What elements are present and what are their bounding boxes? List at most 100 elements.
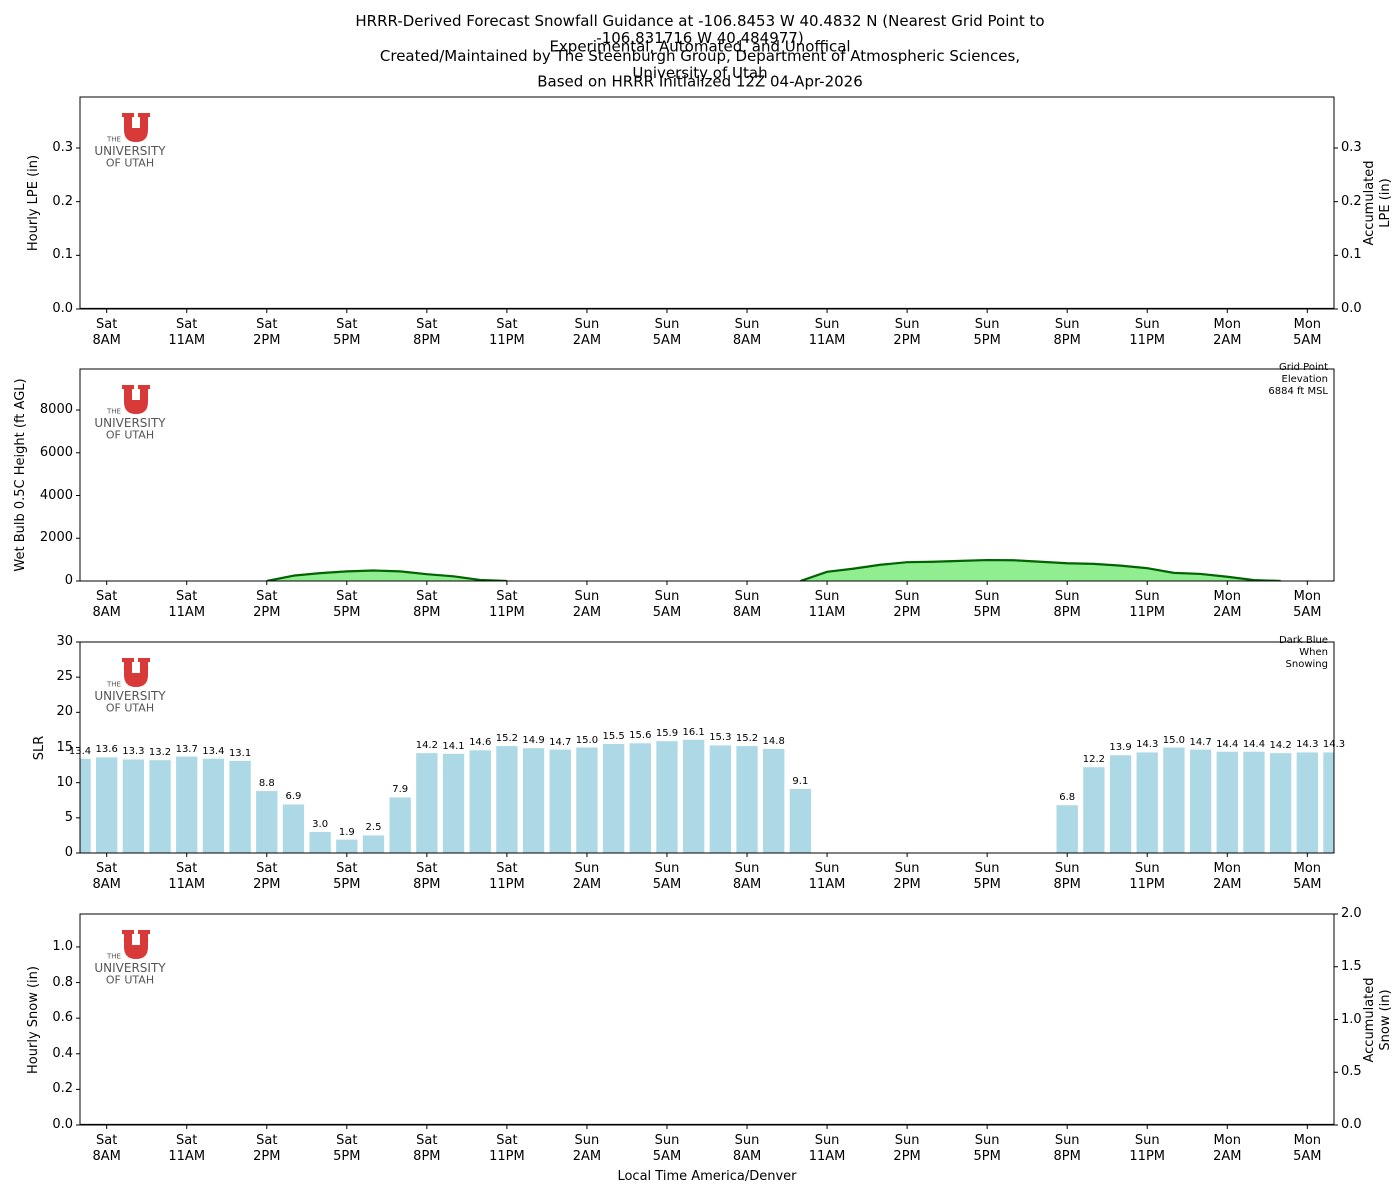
bar [1216, 751, 1238, 853]
bar [282, 804, 305, 853]
plot-frame [79, 96, 1335, 310]
x-tick-label: Mon 5AM [1293, 1133, 1322, 1164]
logo-text: OF UTAH [105, 701, 155, 715]
value-label: 13.4 [202, 745, 225, 757]
bar [1269, 753, 1292, 853]
logo-text: UNIVERSITY [94, 961, 166, 975]
bar [1296, 752, 1318, 853]
y-tick-label: 25 [56, 669, 73, 685]
y-tick-label: 0.8 [52, 974, 73, 990]
y-tick-label: 8000 [39, 402, 73, 418]
y2-tick-label: 1.0 [1341, 1011, 1362, 1027]
bar [229, 760, 251, 853]
x-tick-label: Sun 11AM [808, 1133, 846, 1164]
x-tick-label: Sun 8AM [732, 589, 762, 620]
y-tick-label: 2000 [39, 530, 73, 546]
figure-title: Experimental, Automated, and Unoffical [549, 37, 851, 56]
x-tick-label: Sun 11PM [1129, 589, 1166, 620]
bar [629, 743, 651, 853]
y-tick-label: 0.2 [52, 193, 73, 209]
y-tick-label: 30 [56, 634, 73, 649]
logo-text: OF UTAH [105, 156, 155, 170]
logo-text: UNIVERSITY [94, 416, 166, 430]
y-tick-label: 4000 [39, 487, 73, 503]
x-tick-label: Sat 8PM [413, 861, 441, 892]
x-tick-label: Sun 8PM [1053, 1133, 1081, 1164]
x-tick-label: Mon 5AM [1293, 317, 1322, 348]
y-tick-label: 0.0 [52, 1117, 73, 1132]
bar [202, 758, 225, 853]
y-tick-label: 10 [56, 774, 73, 790]
x-tick-label: Sun 11PM [1129, 317, 1166, 348]
figure-title: Created/Maintained by The Steenburgh Gro… [379, 46, 1021, 82]
x-tick-label: Sat 8AM [92, 317, 121, 348]
x-tick-label: Sun 8AM [732, 861, 762, 892]
x-tick-label: Sat 8PM [413, 317, 441, 348]
value-label: 15.2 [735, 733, 759, 745]
y2-tick-label: 0.0 [1341, 1117, 1362, 1132]
value-label: 14.2 [1269, 740, 1292, 752]
bar [763, 748, 785, 853]
x-tick-label: Mon 5AM [1293, 861, 1322, 892]
bar [656, 741, 678, 853]
y2-tick-label: 0.5 [1341, 1064, 1362, 1080]
bar [1189, 749, 1212, 853]
x-tick-label: Sat 11AM [168, 861, 206, 892]
x-tick-label: Sun 2PM [893, 1133, 921, 1164]
value-label: 9.1 [792, 775, 809, 787]
y-tick-label: 0.2 [52, 1081, 73, 1097]
x-tick-label: Mon 2AM [1213, 317, 1242, 348]
x-tick-label: Sun 11AM [808, 861, 846, 892]
bar [789, 788, 812, 853]
bar [149, 760, 171, 853]
logo-text: UNIVERSITY [94, 144, 166, 158]
bar [416, 753, 438, 853]
y-tick-label: 5 [64, 809, 73, 825]
x-tick-label: Sat 5PM [333, 1133, 361, 1164]
x-tick-label: Sat 2PM [253, 317, 281, 348]
value-label: 15.3 [709, 732, 732, 744]
x-tick-label: Sat 5PM [333, 861, 361, 892]
logo-mark [122, 385, 150, 414]
y2-tick-label: 1.5 [1341, 958, 1362, 974]
y2-tick-label: 0.3 [1341, 139, 1362, 155]
line [266, 558, 1281, 581]
logo-text: THE [107, 680, 121, 689]
x-tick-label: Sat 11AM [168, 317, 206, 348]
y-tick-label: 20 [56, 704, 73, 720]
figure-title: HRRR-Derived Forecast Snowfall Guidance … [355, 12, 1045, 47]
figure-title: Based on HRRR Initialized 12Z 04-Apr-202… [537, 72, 863, 91]
x-tick-label: Mon 2AM [1213, 589, 1242, 620]
x-tick-label: Sat 11PM [489, 589, 525, 620]
y-tick-label: 0 [64, 573, 73, 588]
y2-tick-label: 0.0 [1341, 301, 1362, 316]
value-label: 12.2 [1082, 754, 1105, 766]
x-tick-label: Sun 11PM [1129, 1133, 1166, 1164]
bar [549, 749, 571, 853]
x-tick-label: Mon 2AM [1213, 861, 1242, 892]
value-label: 14.7 [1189, 736, 1212, 748]
logo-text: UNIVERSITY [94, 689, 166, 703]
x-tick-label: Sun 5AM [652, 317, 682, 348]
annotation: Grid Point Elevation 6884 ft MSL [1268, 362, 1328, 397]
value-label: 13.2 [148, 747, 172, 759]
logo-mark [122, 930, 150, 959]
logo-text: OF UTAH [105, 973, 155, 987]
x-tick-label: Sun 2AM [572, 589, 602, 620]
logo-text: THE [107, 952, 121, 961]
x-tick-label: Sun 2AM [572, 861, 602, 892]
logo-mark [122, 658, 150, 687]
x-tick-label: Sat 11PM [489, 1133, 525, 1164]
value-label: 14.3 [1322, 739, 1346, 751]
x-tick-label: Sun 5PM [973, 589, 1001, 620]
y-tick-label: 0.4 [52, 1045, 73, 1061]
x-tick-label: Sun 2PM [893, 317, 921, 348]
value-label: 3.0 [312, 818, 329, 830]
x-tick-label: Mon 2AM [1213, 1133, 1242, 1164]
value-label: 14.9 [522, 735, 545, 747]
x-tick-label: Sat 5PM [333, 589, 361, 620]
x-tick-label: Sun 5AM [652, 1133, 682, 1164]
value-label: 15.0 [575, 734, 599, 746]
x-tick-label: Sun 5PM [973, 861, 1001, 892]
x-tick-label: Sat 8AM [92, 1133, 121, 1164]
